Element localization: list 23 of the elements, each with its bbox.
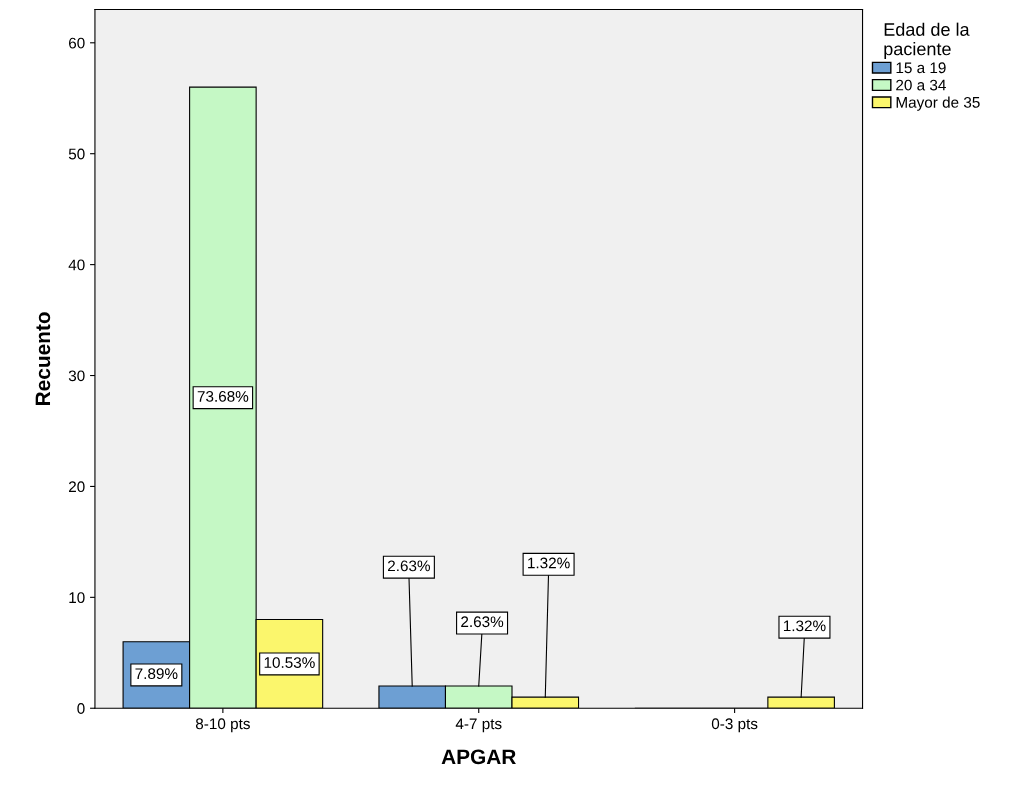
- legend-label: Mayor de 35: [896, 96, 980, 111]
- annotation: 73.68%: [197, 390, 249, 402]
- y-tick-label: 30: [68, 370, 85, 382]
- y-tick-label: 20: [68, 481, 85, 493]
- y-tick-label: 40: [68, 259, 85, 271]
- legend-label: 20 a 34: [896, 79, 946, 91]
- annotation: 2.63%: [388, 560, 431, 572]
- y-tick-label: 0: [77, 703, 85, 714]
- annotation: 7.89%: [135, 668, 178, 680]
- y-tick-label: 10: [69, 592, 85, 604]
- x-tick-label: 0-3 pts: [711, 718, 758, 733]
- y-tick-label: 50: [68, 148, 85, 160]
- annotation: 1.32%: [783, 620, 826, 632]
- annotation: 10.53%: [264, 657, 315, 668]
- annotation: 1.32%: [528, 557, 570, 569]
- annotation: 2.63%: [461, 616, 504, 628]
- x-axis-title: APGAR: [441, 749, 516, 765]
- legend-label: 15 a 19: [896, 62, 946, 74]
- legend-title: Edad de la paciente: [884, 22, 970, 59]
- y-axis-title: Recuento: [35, 312, 51, 405]
- x-tick-label: 8-10 pts: [195, 718, 250, 733]
- y-tick-label: 60: [69, 37, 85, 49]
- x-tick-label: 4-7 pts: [455, 718, 502, 733]
